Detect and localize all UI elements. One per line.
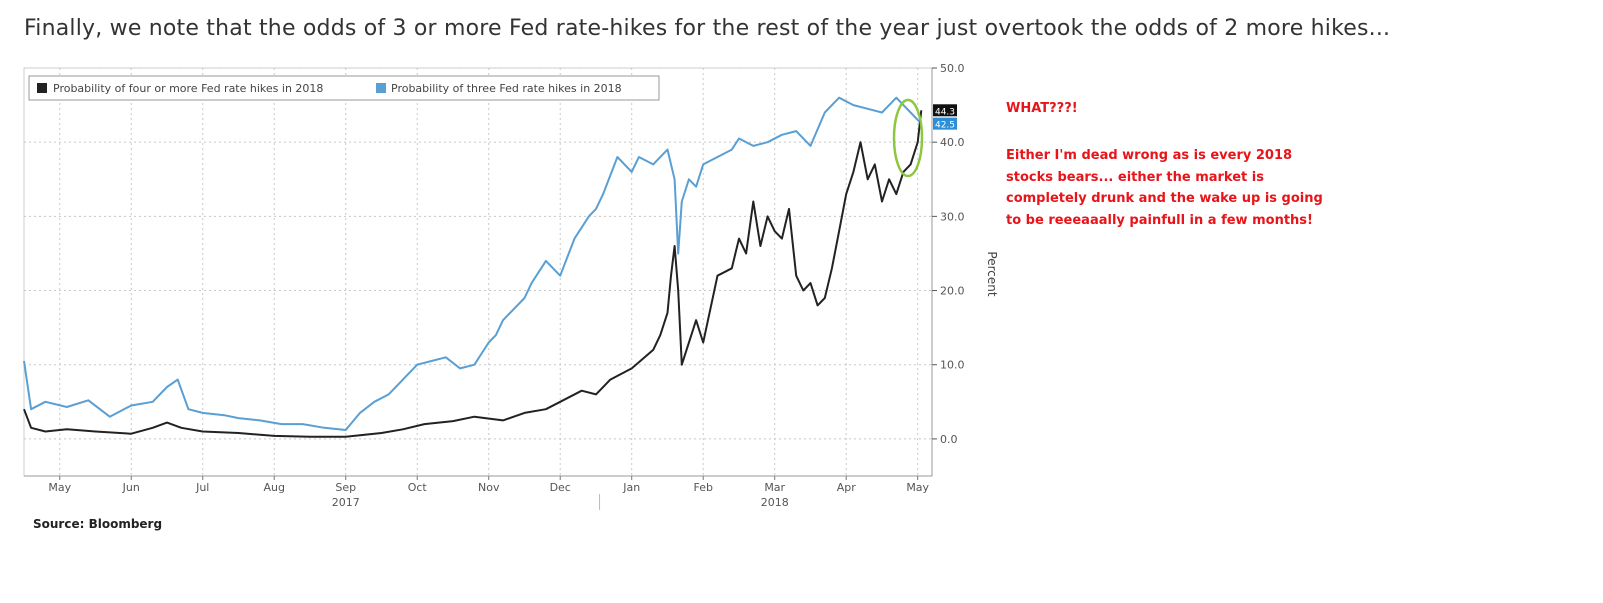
x-tick-label-4: Sep xyxy=(335,481,356,494)
last-value-label-1: 42.5 xyxy=(935,121,955,131)
year-label-1: 2018 xyxy=(761,496,789,509)
rate-hike-chart: 0.0 10.0 20.0 30.0 40.0 50.0 May Jun Jul Aug Sep O… xyxy=(23,62,999,510)
annotation-body: Either I'm dead wrong as is every 2018 s… xyxy=(1006,148,1323,228)
last-value-badges: 44.3 42.5 xyxy=(933,104,957,131)
highlight-circle xyxy=(892,98,924,178)
x-tick-label-9: Feb xyxy=(693,481,712,494)
legend-box xyxy=(28,75,660,101)
y-tick-label-2: 20.0 xyxy=(940,285,965,298)
legend-swatch-black xyxy=(37,83,47,93)
series-lines xyxy=(23,96,923,438)
last-value-badge-1 xyxy=(933,117,957,130)
x-tick-label-6: Nov xyxy=(478,481,500,494)
series-line-four-or-more-hikes xyxy=(23,110,923,438)
x-tick-label-7: Dec xyxy=(550,481,571,494)
y-gridlines xyxy=(24,67,932,440)
y-tick-label-4: 40.0 xyxy=(940,136,965,149)
y-tick-label-3: 30.0 xyxy=(940,210,965,223)
month-gridlines xyxy=(59,68,919,476)
x-tick-label-0: May xyxy=(48,481,71,494)
y-tick-label-5: 50.0 xyxy=(940,62,965,75)
page-headline: Finally, we note that the odds of 3 or m… xyxy=(24,16,1391,41)
x-tick-label-10: Mar xyxy=(764,481,785,494)
x-tick-label-11: Apr xyxy=(837,481,857,494)
last-value-badge-0 xyxy=(933,104,957,117)
series-line-three-hikes xyxy=(23,96,923,431)
legend-label-three-hikes: Probability of three Fed rate hikes in 2… xyxy=(391,82,622,95)
year-label-0: 2017 xyxy=(332,496,360,509)
annotation-title: WHAT???! xyxy=(1006,101,1078,116)
x-tick-label-8: Jan xyxy=(622,481,640,494)
y-tick-label-0: 0.0 xyxy=(940,433,958,446)
legend: Probability of four or more Fed rate hik… xyxy=(28,75,660,101)
x-tick-label-12: May xyxy=(906,481,929,494)
source-label: Source: Bloomberg xyxy=(33,517,163,531)
x-tick-label-5: Oct xyxy=(408,481,428,494)
y-axis-ticks: 0.0 10.0 20.0 30.0 40.0 50.0 xyxy=(932,62,965,446)
x-tick-label-3: Aug xyxy=(263,481,284,494)
last-value-label-0: 44.3 xyxy=(935,107,955,117)
x-tick-label-1: Jun xyxy=(122,481,140,494)
legend-label-four-hikes: Probability of four or more Fed rate hik… xyxy=(53,82,323,95)
y-axis-label: Percent xyxy=(985,251,999,296)
y-tick-label-1: 10.0 xyxy=(940,359,965,372)
x-axis-ticks: May Jun Jul Aug Sep Oct Nov Dec Jan Feb Mar Apr May 2… xyxy=(48,476,930,510)
x-tick-label-2: Jul xyxy=(195,481,209,494)
legend-swatch-blue xyxy=(376,83,386,93)
